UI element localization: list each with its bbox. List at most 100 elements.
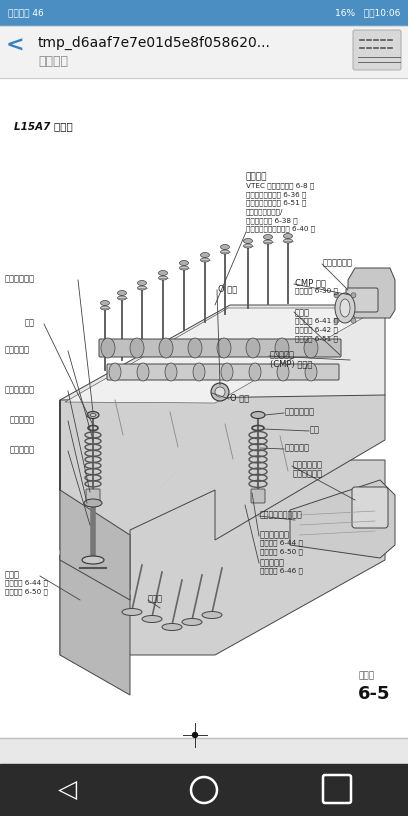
Text: 进气门弹簧: 进气门弹簧 <box>285 443 310 452</box>
FancyBboxPatch shape <box>353 30 401 70</box>
Ellipse shape <box>165 363 177 381</box>
Text: 文件预览: 文件预览 <box>38 55 68 68</box>
Text: 重新装配，第 6-38 页: 重新装配，第 6-38 页 <box>246 217 297 224</box>
Ellipse shape <box>137 281 146 286</box>
Ellipse shape <box>200 252 209 258</box>
Ellipse shape <box>118 290 126 295</box>
Bar <box>0 26 408 78</box>
Ellipse shape <box>109 363 121 381</box>
Ellipse shape <box>90 414 96 416</box>
Ellipse shape <box>180 266 188 270</box>
Text: 凸轮轴止推盖: 凸轮轴止推盖 <box>323 258 353 267</box>
Ellipse shape <box>284 233 293 238</box>
Text: CMP 垫片: CMP 垫片 <box>295 278 326 287</box>
Text: 凸轮轴: 凸轮轴 <box>295 308 310 317</box>
Ellipse shape <box>159 338 173 358</box>
Ellipse shape <box>193 363 205 381</box>
Polygon shape <box>60 400 130 600</box>
Text: 安装，第 6-50 页: 安装，第 6-50 页 <box>5 588 48 595</box>
Ellipse shape <box>217 338 231 358</box>
Text: 定距，第 6-30 页: 定距，第 6-30 页 <box>295 287 338 294</box>
Text: 排气门导管: 排气门导管 <box>10 445 35 454</box>
Ellipse shape <box>246 338 260 358</box>
Text: 拆卸，第 6-44 页: 拆卸，第 6-44 页 <box>5 579 48 586</box>
Polygon shape <box>290 480 395 558</box>
Text: VTEC 摇臂测试，第 6-8 页: VTEC 摇臂测试，第 6-8 页 <box>246 183 314 189</box>
Ellipse shape <box>335 293 355 323</box>
Ellipse shape <box>264 234 273 240</box>
Text: 中国移动 46: 中国移动 46 <box>8 8 44 17</box>
Text: 安装，第 6-50 页: 安装，第 6-50 页 <box>260 548 303 555</box>
Ellipse shape <box>221 363 233 381</box>
Circle shape <box>193 733 197 738</box>
Ellipse shape <box>284 239 293 243</box>
Circle shape <box>211 383 229 401</box>
Ellipse shape <box>158 270 168 276</box>
FancyBboxPatch shape <box>99 339 341 357</box>
Text: 16%   晚上10:06: 16% 晚上10:06 <box>335 8 400 17</box>
Text: O 形圈: O 形圈 <box>218 284 237 293</box>
Bar <box>0 0 408 26</box>
Circle shape <box>334 318 339 323</box>
Text: tmp_d6aaf7e7e01d5e8f058620...: tmp_d6aaf7e7e01d5e8f058620... <box>38 36 271 50</box>
Ellipse shape <box>162 623 182 631</box>
Ellipse shape <box>220 250 229 254</box>
Ellipse shape <box>244 238 253 243</box>
FancyBboxPatch shape <box>86 489 100 503</box>
Ellipse shape <box>249 363 261 381</box>
Text: 检查，第 6-42 页: 检查，第 6-42 页 <box>295 326 338 333</box>
Text: 拆卸，第 6-44 页: 拆卸，第 6-44 页 <box>260 539 303 546</box>
Text: 摇臂总成安装，第 6-51 页: 摇臂总成安装，第 6-51 页 <box>246 200 306 206</box>
Text: 排气门: 排气门 <box>148 594 163 603</box>
Text: L15A7 发动机: L15A7 发动机 <box>14 121 73 131</box>
Ellipse shape <box>220 245 229 250</box>
Ellipse shape <box>182 619 202 626</box>
Text: 气门弹簧座: 气门弹簧座 <box>10 415 35 424</box>
Text: 气门弹簧座: 气门弹簧座 <box>260 558 285 567</box>
Ellipse shape <box>244 244 253 248</box>
Ellipse shape <box>202 611 222 619</box>
Ellipse shape <box>100 306 109 310</box>
Ellipse shape <box>251 411 265 419</box>
Circle shape <box>334 293 339 298</box>
Text: 摇臂机油控制: 摇臂机油控制 <box>293 460 323 469</box>
Bar <box>0 78 408 738</box>
Ellipse shape <box>130 338 144 358</box>
Polygon shape <box>60 305 385 490</box>
Text: 摇臂机油控制电磁阀: 摇臂机油控制电磁阀 <box>260 510 303 519</box>
Text: （续）: （续） <box>359 671 375 680</box>
Text: 6-5: 6-5 <box>357 685 390 703</box>
Circle shape <box>215 387 225 397</box>
Text: (CMP) 传感器: (CMP) 传感器 <box>270 359 313 368</box>
Text: 拆卸，第 6-41 页: 拆卸，第 6-41 页 <box>295 317 338 324</box>
Polygon shape <box>65 308 380 403</box>
Ellipse shape <box>305 363 317 381</box>
Ellipse shape <box>118 296 126 300</box>
Text: 摇臂和摇臂轴检合，第 6-40 页: 摇臂和摇臂轴检合，第 6-40 页 <box>246 226 315 233</box>
Ellipse shape <box>142 615 162 623</box>
Ellipse shape <box>122 609 142 615</box>
Bar <box>0 738 408 764</box>
Text: 电磁阀滤清器: 电磁阀滤清器 <box>293 469 323 478</box>
Text: 摇臂总成: 摇臂总成 <box>246 172 268 181</box>
Text: 摇臂和摇臂轴拆卸/: 摇臂和摇臂轴拆卸/ <box>246 208 284 215</box>
Ellipse shape <box>340 299 350 317</box>
Text: 进气门: 进气门 <box>5 570 20 579</box>
Text: 凸轮轴位置: 凸轮轴位置 <box>270 350 295 359</box>
Ellipse shape <box>277 363 289 381</box>
Circle shape <box>351 318 356 323</box>
Text: 排气门弹簧: 排气门弹簧 <box>5 345 30 354</box>
Circle shape <box>351 293 356 298</box>
Polygon shape <box>60 460 385 655</box>
Ellipse shape <box>180 260 188 265</box>
Text: 摇臂总成拆卸，第 6-36 页: 摇臂总成拆卸，第 6-36 页 <box>246 191 306 198</box>
FancyBboxPatch shape <box>352 487 388 528</box>
Text: 安装，第 6-46 页: 安装，第 6-46 页 <box>260 567 303 574</box>
Text: ◁: ◁ <box>58 778 78 802</box>
Bar <box>0 764 408 816</box>
Ellipse shape <box>188 338 202 358</box>
Text: 气门弹簧座圈: 气门弹簧座圈 <box>285 407 315 416</box>
Text: 进气门密封件: 进气门密封件 <box>260 530 290 539</box>
Ellipse shape <box>100 300 109 305</box>
Ellipse shape <box>264 240 273 244</box>
